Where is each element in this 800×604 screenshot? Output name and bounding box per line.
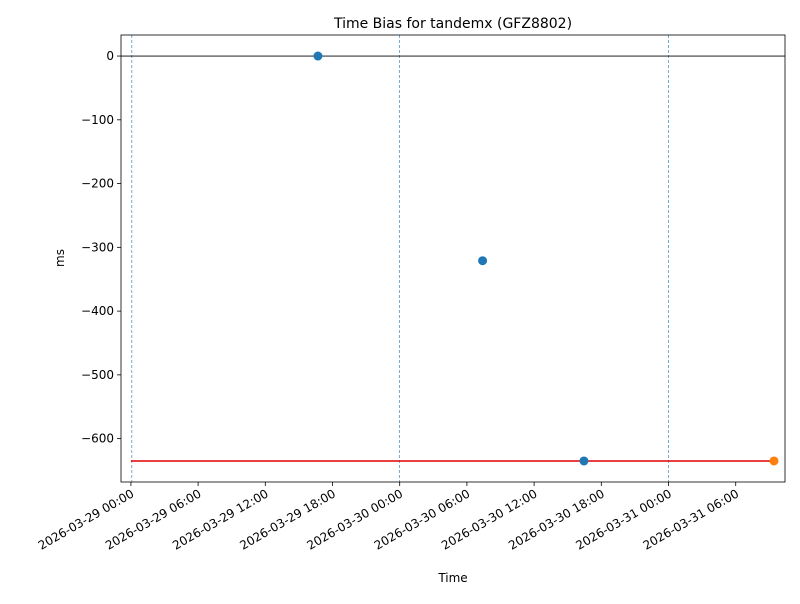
data-point (478, 256, 488, 266)
y-tick-label: −400 (81, 304, 114, 318)
y-axis-label: ms (53, 249, 67, 267)
y-tick-label: 0 (106, 49, 114, 63)
y-tick-label: −300 (81, 240, 114, 254)
x-axis-label: Time (437, 571, 467, 585)
chart-title: Time Bias for tandemx (GFZ8802) (333, 16, 572, 32)
y-tick-label: −600 (81, 432, 114, 446)
data-point (579, 456, 589, 466)
data-point (769, 456, 779, 466)
data-point (313, 51, 323, 61)
plot-frame (120, 34, 786, 483)
y-tick-label: −500 (81, 368, 114, 382)
y-tick-label: −100 (81, 113, 114, 127)
y-tick-label: −200 (81, 177, 114, 191)
